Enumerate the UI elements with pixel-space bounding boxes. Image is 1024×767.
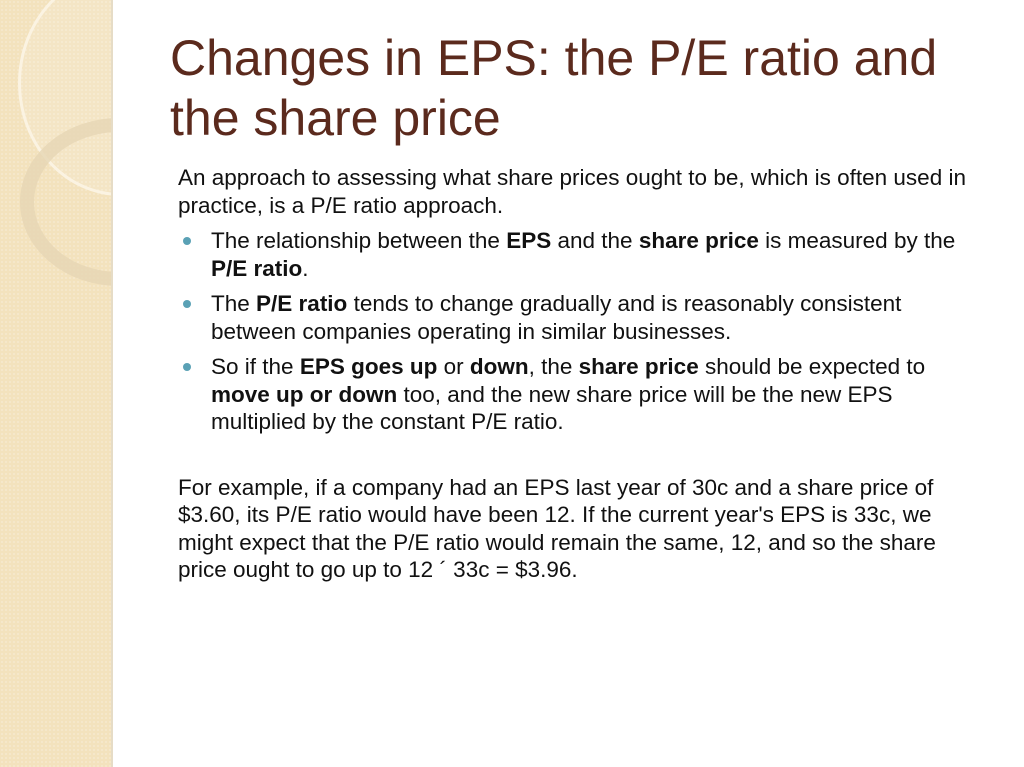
bold-text: EPS xyxy=(506,228,552,253)
bold-text: move up or down xyxy=(211,381,398,407)
bullet-text: . xyxy=(302,255,309,281)
bullet-text: or xyxy=(437,354,470,379)
intro-paragraph: An approach to assessing what share pric… xyxy=(178,165,966,218)
example-paragraph: For example, if a company had an EPS las… xyxy=(178,474,936,583)
bold-text: share price xyxy=(638,228,759,253)
slide-title: Changes in EPS: the P/E ratio and the sh… xyxy=(170,30,938,146)
bullet-item: The relationship between the EPS and the… xyxy=(178,227,988,282)
bullet-text: tends to change gradually and is reasona… xyxy=(211,291,902,344)
bullet-item: So if the EPS goes up or down, the share… xyxy=(178,353,988,436)
bold-text: P/E ratio xyxy=(211,255,303,281)
divider xyxy=(111,0,113,767)
bullet-item: The P/E ratio tends to change gradually … xyxy=(178,290,988,345)
bullet-dot-icon xyxy=(183,237,191,245)
bullet-text: should be expected to xyxy=(698,354,926,379)
bullet-dot-icon xyxy=(183,363,191,371)
bullet-text: too, and the new share price will be the… xyxy=(211,381,893,435)
bullet-text: So if the xyxy=(211,354,300,379)
bullet-text: The xyxy=(211,291,257,316)
bullet-text: , the xyxy=(528,354,579,379)
bullet-text: The relationship between the xyxy=(211,228,507,253)
decorative-sidebar xyxy=(0,0,111,767)
bullet-list: The relationship between the EPS and the… xyxy=(178,227,988,436)
bold-text: EPS goes up xyxy=(299,354,438,379)
bullet-dot-icon xyxy=(183,300,191,308)
bullet-text: and the xyxy=(551,228,639,253)
bullet-text: is measured by the xyxy=(758,228,956,253)
slide-content: An approach to assessing what share pric… xyxy=(178,164,988,592)
bold-text: P/E ratio xyxy=(256,291,348,316)
bold-text: share price xyxy=(578,354,699,379)
bold-text: down xyxy=(469,354,529,379)
